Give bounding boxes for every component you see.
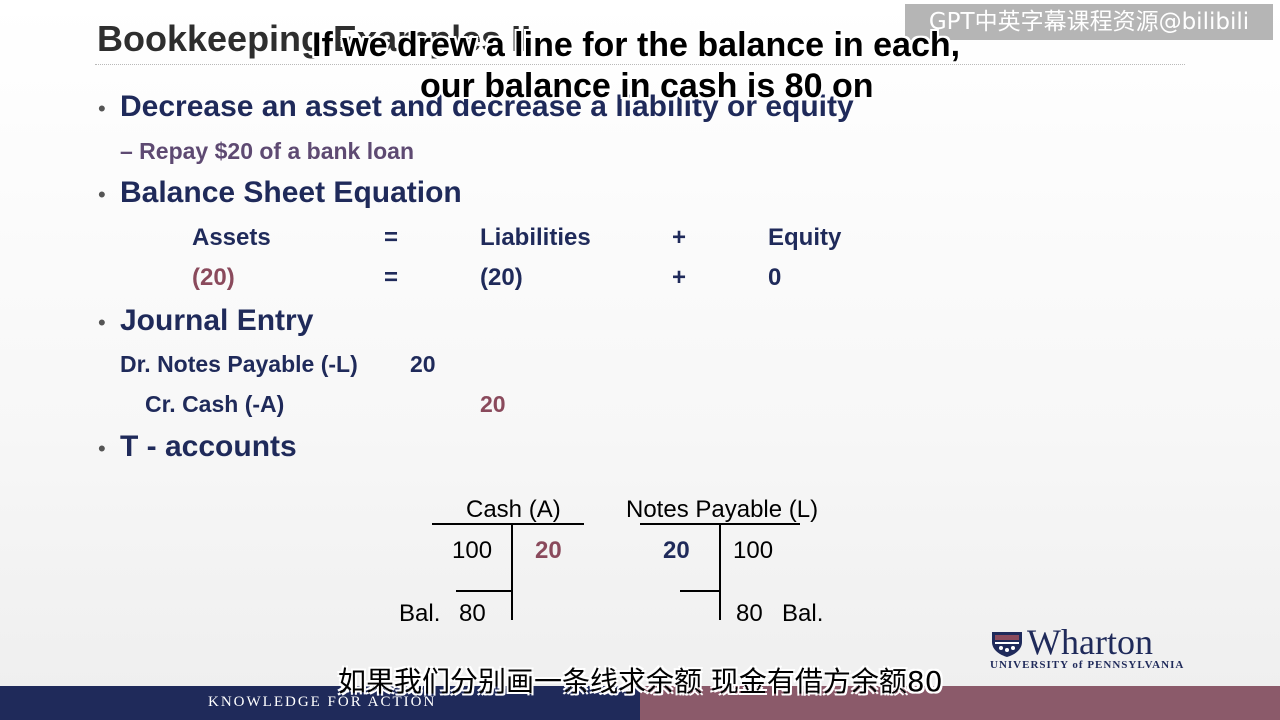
- t-account-cash-top-line: [432, 523, 584, 525]
- journal-credit-amount: 20: [480, 391, 506, 417]
- t-account-notes-credit: 100: [733, 537, 774, 564]
- t-account-notes-bal-value: 80: [736, 600, 763, 627]
- slide-title: Bookkeeping Examples II: [97, 18, 532, 59]
- subtitle-english-line1: If we drew a line for the balance in eac…: [312, 26, 961, 64]
- bullet-journal-entry: Journal Entry: [120, 304, 314, 337]
- journal-debit-amount: 20: [410, 351, 436, 377]
- t-account-notes-center-line: [719, 523, 721, 620]
- bullet-decrease-asset: Decrease an asset and decrease a liabili…: [120, 90, 854, 123]
- sub-bullet-repay-loan: – Repay $20 of a bank loan: [120, 138, 415, 164]
- equation-value-equity: 0: [768, 264, 782, 291]
- equation-value-plus: +: [672, 264, 687, 291]
- footer-tagline: KNOWLEDGE FOR ACTION: [208, 694, 437, 710]
- equation-header-plus: +: [672, 224, 687, 251]
- subtitle-english-line2: our balance in cash is 80 on: [420, 67, 874, 105]
- t-account-cash-center-line: [511, 523, 513, 620]
- wharton-shield-icon: [990, 630, 1024, 658]
- subtitle-chinese: 如果我们分别画一条线求余额 现金有借方余额80: [338, 665, 943, 698]
- bullet-dot: •: [98, 96, 106, 121]
- bullet-dot: •: [98, 310, 106, 335]
- t-account-cash-debit: 100: [452, 537, 493, 564]
- equation-value-assets: (20): [192, 264, 235, 291]
- title-divider: [95, 64, 1185, 65]
- equation-value-equals: =: [384, 264, 399, 291]
- footer-bar-right: [640, 686, 1280, 720]
- equation-header-liabilities: Liabilities: [480, 224, 591, 251]
- journal-credit-label: Cr. Cash (-A): [145, 391, 285, 417]
- journal-debit-label: Dr. Notes Payable (-L): [120, 351, 358, 377]
- t-account-notes-bal-label: Bal.: [782, 600, 824, 627]
- equation-header-equity: Equity: [768, 224, 842, 251]
- footer-bar-left: [0, 686, 640, 720]
- bullet-dot: •: [98, 182, 106, 207]
- watermark-label: GPT中英字幕课程资源@bilibili: [905, 4, 1273, 40]
- bullet-balance-sheet-equation: Balance Sheet Equation: [120, 176, 462, 209]
- equation-header-equals: =: [384, 224, 399, 251]
- t-account-notes-title: Notes Payable (L): [626, 496, 819, 523]
- wharton-logo-university: UNIVERSITY of PENNSYLVANIA: [990, 659, 1185, 671]
- t-account-cash-title: Cash (A): [466, 496, 561, 523]
- t-account-notes-debit: 20: [663, 537, 690, 564]
- wharton-logo-name: Wharton: [1027, 622, 1153, 662]
- equation-header-assets: Assets: [192, 224, 271, 251]
- t-account-notes-balance-line: [680, 590, 721, 592]
- t-account-cash-credit: 20: [535, 537, 562, 564]
- bullet-dot: •: [98, 436, 106, 461]
- t-account-cash-bal-label: Bal.: [399, 600, 441, 627]
- equation-value-liabilities: (20): [480, 264, 523, 291]
- bullet-t-accounts: T - accounts: [120, 430, 297, 463]
- t-account-cash-bal-value: 80: [459, 600, 486, 627]
- t-account-cash-balance-line: [456, 590, 512, 592]
